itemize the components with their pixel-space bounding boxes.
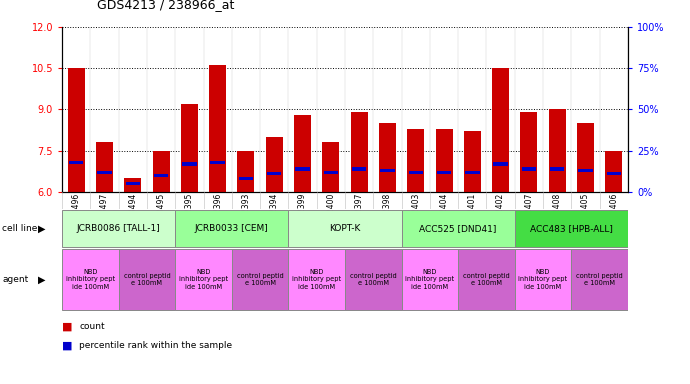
Bar xyxy=(520,112,538,192)
Bar xyxy=(492,68,509,192)
Bar xyxy=(458,249,515,310)
Bar xyxy=(288,210,402,247)
Bar xyxy=(62,210,175,247)
Text: GDS4213 / 238966_at: GDS4213 / 238966_at xyxy=(97,0,234,12)
Text: GSM542394: GSM542394 xyxy=(270,193,279,239)
Bar xyxy=(175,210,288,247)
Bar xyxy=(605,151,622,192)
Bar xyxy=(522,167,536,170)
Text: ▶: ▶ xyxy=(38,274,46,285)
Text: GSM542407: GSM542407 xyxy=(524,193,533,239)
Text: NBD
inhibitory pept
ide 100mM: NBD inhibitory pept ide 100mM xyxy=(405,269,455,290)
Text: NBD
inhibitory pept
ide 100mM: NBD inhibitory pept ide 100mM xyxy=(66,269,115,290)
Bar xyxy=(175,249,232,310)
Text: JCRB0033 [CEM]: JCRB0033 [CEM] xyxy=(195,224,268,233)
Bar xyxy=(294,115,311,192)
Bar xyxy=(345,249,402,310)
Bar xyxy=(96,142,113,192)
Bar xyxy=(97,170,112,174)
Text: JCRB0086 [TALL-1]: JCRB0086 [TALL-1] xyxy=(77,224,161,233)
Text: count: count xyxy=(79,322,105,331)
Bar xyxy=(119,249,175,310)
Bar xyxy=(181,104,198,192)
Text: GSM542404: GSM542404 xyxy=(440,193,449,239)
Bar xyxy=(571,249,628,310)
Text: GSM542395: GSM542395 xyxy=(185,193,194,239)
Bar xyxy=(232,249,288,310)
Bar xyxy=(435,129,453,192)
Bar xyxy=(210,161,225,164)
Text: GSM542402: GSM542402 xyxy=(496,193,505,239)
Bar xyxy=(239,177,253,180)
Bar xyxy=(550,167,564,170)
Text: NBD
inhibitory pept
ide 100mM: NBD inhibitory pept ide 100mM xyxy=(518,269,568,290)
Bar xyxy=(267,172,282,175)
Bar xyxy=(288,249,345,310)
Bar xyxy=(607,172,621,175)
Text: ACC483 [HPB-ALL]: ACC483 [HPB-ALL] xyxy=(530,224,613,233)
Bar xyxy=(437,170,451,174)
Text: GSM542405: GSM542405 xyxy=(581,193,590,239)
Bar xyxy=(407,129,424,192)
Text: GSM518496: GSM518496 xyxy=(72,193,81,239)
Text: NBD
inhibitory pept
ide 100mM: NBD inhibitory pept ide 100mM xyxy=(292,269,342,290)
Bar xyxy=(209,65,226,192)
Bar xyxy=(62,249,119,310)
Text: cell line: cell line xyxy=(2,224,37,233)
Bar xyxy=(402,249,458,310)
Bar xyxy=(464,131,481,192)
Text: ■: ■ xyxy=(62,341,72,351)
Text: percentile rank within the sample: percentile rank within the sample xyxy=(79,341,233,350)
Bar xyxy=(124,178,141,192)
Text: ACC525 [DND41]: ACC525 [DND41] xyxy=(420,224,497,233)
Text: control peptid
e 100mM: control peptid e 100mM xyxy=(576,273,623,286)
Text: KOPT-K: KOPT-K xyxy=(329,224,361,233)
Text: control peptid
e 100mM: control peptid e 100mM xyxy=(237,273,284,286)
Text: GSM542398: GSM542398 xyxy=(383,193,392,239)
Bar xyxy=(68,68,85,192)
Text: agent: agent xyxy=(2,275,28,284)
Bar xyxy=(182,162,197,166)
Text: GSM518494: GSM518494 xyxy=(128,193,137,239)
Text: GSM542396: GSM542396 xyxy=(213,193,222,239)
Text: ▶: ▶ xyxy=(38,223,46,233)
Bar xyxy=(493,162,508,166)
Bar xyxy=(69,161,83,164)
Bar xyxy=(324,170,338,174)
Text: GSM518495: GSM518495 xyxy=(157,193,166,239)
Text: GSM542397: GSM542397 xyxy=(355,193,364,239)
Bar xyxy=(577,123,594,192)
Text: GSM542408: GSM542408 xyxy=(553,193,562,239)
Text: control peptid
e 100mM: control peptid e 100mM xyxy=(350,273,397,286)
Bar xyxy=(322,142,339,192)
Bar xyxy=(515,249,571,310)
Text: GSM542393: GSM542393 xyxy=(241,193,250,239)
Text: GSM542401: GSM542401 xyxy=(468,193,477,239)
Text: NBD
inhibitory pept
ide 100mM: NBD inhibitory pept ide 100mM xyxy=(179,269,228,290)
Bar xyxy=(379,123,396,192)
Text: GSM542403: GSM542403 xyxy=(411,193,420,239)
Bar xyxy=(380,169,395,172)
Text: control peptid
e 100mM: control peptid e 100mM xyxy=(124,273,170,286)
Bar xyxy=(549,109,566,192)
Text: GSM542399: GSM542399 xyxy=(298,193,307,239)
Text: control peptid
e 100mM: control peptid e 100mM xyxy=(463,273,510,286)
Bar xyxy=(578,169,593,172)
Bar xyxy=(515,210,628,247)
Text: ■: ■ xyxy=(62,321,72,331)
Text: GSM518497: GSM518497 xyxy=(100,193,109,239)
Bar xyxy=(351,112,368,192)
Bar xyxy=(237,151,255,192)
Bar xyxy=(154,174,168,177)
Bar xyxy=(352,167,366,170)
Bar xyxy=(295,167,310,170)
Text: GSM542400: GSM542400 xyxy=(326,193,335,239)
Bar xyxy=(152,151,170,192)
Bar xyxy=(126,182,140,185)
Bar xyxy=(465,170,480,174)
Bar xyxy=(408,170,423,174)
Bar xyxy=(402,210,515,247)
Bar xyxy=(266,137,283,192)
Text: GSM542406: GSM542406 xyxy=(609,193,618,239)
